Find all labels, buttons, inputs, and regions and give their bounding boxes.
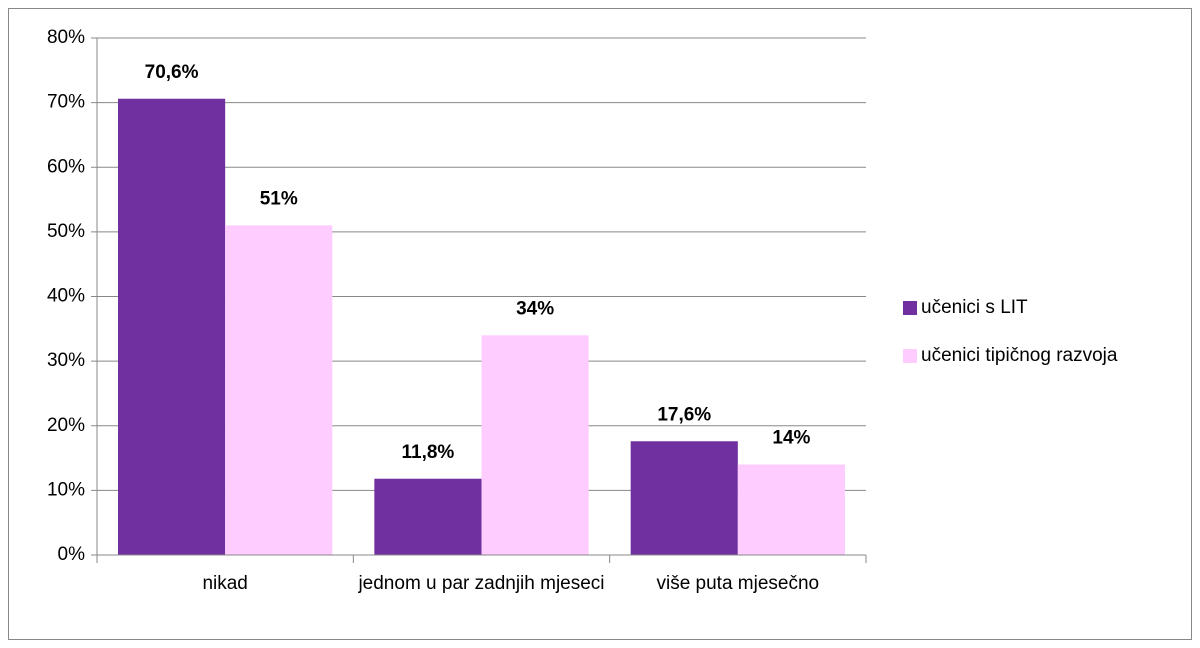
y-tick-label: 60% xyxy=(47,156,85,177)
legend-label: učenici s LIT xyxy=(921,297,1028,318)
bar xyxy=(630,441,738,555)
data-label: 17,6% xyxy=(657,404,711,425)
y-tick-label: 0% xyxy=(58,544,86,565)
data-label: 14% xyxy=(772,428,810,449)
data-label: 11,8% xyxy=(402,442,455,463)
bar xyxy=(225,225,333,555)
y-tick-label: 10% xyxy=(47,479,85,500)
bar xyxy=(374,478,482,555)
x-tick-label: jednom u par zadnjih mjeseci xyxy=(358,573,605,594)
y-tick-label: 70% xyxy=(47,92,85,113)
data-label: 34% xyxy=(516,298,554,319)
bar xyxy=(481,335,589,555)
data-label: 70,6% xyxy=(145,62,199,83)
legend-swatch xyxy=(903,301,917,315)
x-tick-label-box: jednom u par zadnjih mjeseci xyxy=(358,573,605,594)
y-tick-label: 40% xyxy=(47,286,85,307)
x-tick-label-box: nikad xyxy=(202,573,248,594)
legend-label: učenici tipičnog razvoja xyxy=(921,345,1118,366)
x-tick-label-box: više puta mjesečno xyxy=(656,573,820,594)
x-tick-label: nikad xyxy=(202,573,248,594)
data-label: 51% xyxy=(260,188,298,209)
bar xyxy=(737,464,845,555)
x-tick-label: više puta mjesečno xyxy=(656,573,820,594)
bar xyxy=(118,98,226,555)
legend-swatch xyxy=(903,349,917,363)
y-tick-label: 20% xyxy=(47,415,85,436)
y-tick-label: 80% xyxy=(47,27,85,48)
y-tick-label: 50% xyxy=(47,221,85,242)
y-tick-label: 30% xyxy=(47,350,85,371)
